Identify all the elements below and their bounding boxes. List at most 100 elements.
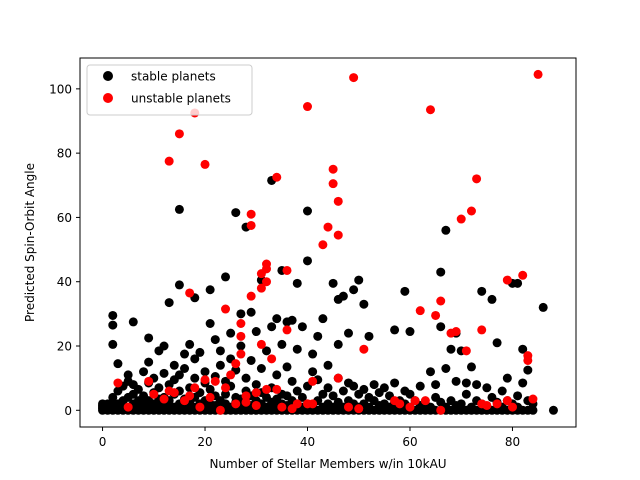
data-point [251, 400, 261, 410]
data-point [338, 386, 348, 396]
data-point [425, 367, 435, 377]
y-tick-label: 80 [57, 147, 72, 161]
data-point [108, 392, 118, 402]
data-point [226, 370, 236, 380]
data-point [308, 367, 318, 377]
data-point [323, 360, 333, 370]
data-point [405, 389, 415, 399]
stable-planets-series [98, 175, 558, 415]
data-point [425, 105, 435, 115]
data-point [241, 373, 251, 383]
data-point [133, 384, 143, 394]
data-point [349, 381, 359, 391]
data-point [159, 341, 169, 351]
y-tick-label: 20 [57, 340, 72, 354]
data-point [318, 389, 328, 399]
data-point [205, 285, 215, 295]
data-point [251, 327, 261, 337]
data-point [287, 315, 297, 325]
data-point [246, 209, 256, 219]
data-point [262, 277, 272, 287]
data-point [236, 341, 246, 351]
data-point [497, 386, 507, 396]
data-point [441, 364, 451, 373]
data-point [169, 388, 179, 398]
data-point [390, 325, 400, 335]
data-point [144, 376, 154, 386]
data-point [154, 383, 164, 393]
data-point [159, 394, 169, 404]
data-point [231, 399, 241, 409]
data-point [200, 159, 210, 169]
data-point [282, 362, 292, 372]
data-point [236, 319, 246, 328]
y-tick-label: 0 [64, 404, 72, 418]
data-point [246, 355, 256, 365]
data-point [195, 402, 205, 412]
data-point [456, 399, 466, 409]
y-axis: 0 20 40 60 80 100 [49, 82, 80, 418]
data-point [528, 405, 538, 415]
data-point [292, 278, 302, 288]
data-point [492, 399, 502, 409]
points-layer [98, 69, 558, 415]
data-point [461, 378, 471, 388]
data-point [190, 373, 200, 383]
data-point [502, 373, 512, 383]
data-point [180, 364, 190, 373]
data-point [272, 384, 282, 394]
data-point [323, 222, 333, 232]
data-point [415, 381, 425, 391]
data-point [431, 310, 441, 320]
data-point [174, 204, 184, 214]
data-point [297, 392, 307, 402]
data-point [128, 317, 138, 327]
data-point [190, 354, 200, 364]
y-axis-label: Predicted Spin-Orbit Angle [23, 163, 37, 322]
data-point [338, 291, 348, 301]
data-point [256, 339, 266, 349]
data-point [446, 344, 456, 354]
data-point [272, 172, 282, 182]
data-point [231, 208, 241, 218]
data-point [518, 344, 528, 354]
data-point [221, 304, 231, 314]
data-point [518, 270, 528, 280]
data-point [164, 156, 174, 166]
x-tick-label: 40 [300, 435, 315, 449]
data-point [472, 174, 482, 184]
data-point [436, 322, 446, 332]
data-point [308, 399, 318, 409]
data-point [210, 335, 220, 345]
data-point [354, 404, 364, 414]
data-point [174, 129, 184, 139]
data-point [236, 349, 246, 359]
legend-box [86, 64, 253, 116]
data-point [123, 402, 133, 412]
data-point [523, 355, 533, 365]
data-point [108, 320, 118, 330]
data-point [297, 322, 307, 332]
data-point [236, 331, 246, 341]
data-point [215, 346, 225, 356]
data-point [518, 378, 528, 388]
legend-marker-stable [103, 71, 113, 81]
data-point [185, 391, 195, 401]
data-point [272, 314, 282, 324]
x-tick-label: 60 [402, 435, 417, 449]
data-point [420, 396, 430, 406]
data-point [328, 179, 338, 189]
data-point [436, 405, 446, 415]
data-point [210, 376, 220, 386]
x-tick-label: 80 [505, 435, 520, 449]
data-point [205, 392, 215, 402]
data-point [180, 349, 190, 359]
y-tick-label: 100 [49, 82, 72, 96]
data-point [185, 339, 195, 349]
data-point [328, 164, 338, 174]
data-point [139, 367, 149, 377]
data-point [395, 399, 405, 409]
data-point [267, 354, 277, 364]
data-point [548, 405, 558, 415]
data-point [282, 265, 292, 275]
